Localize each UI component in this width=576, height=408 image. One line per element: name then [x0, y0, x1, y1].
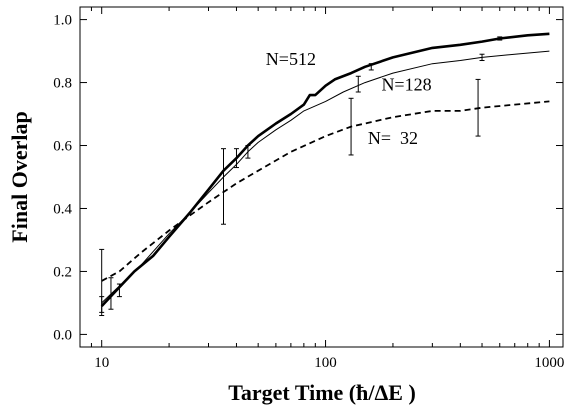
- annotation-layer: N=512 N=128 N= 32: [266, 49, 432, 148]
- x-axis-title: Target Time (ħ/ΔE ): [228, 380, 416, 405]
- x-tick-label: 10: [94, 355, 109, 371]
- tick-layer: 10 100 1000 0.0 0.2 0.4 0.6 0.8 1.0: [53, 7, 564, 371]
- y-tick-label: 0.2: [53, 264, 72, 280]
- series-line-1: [100, 32, 550, 307]
- y-tick-label: 0.8: [53, 76, 72, 92]
- series-annotation: N= 32: [368, 128, 418, 148]
- series-annotation: N=128: [381, 74, 431, 94]
- y-tick-label: 0.6: [53, 139, 72, 155]
- x-tick-label: 100: [314, 355, 337, 371]
- series-line-2: [101, 50, 550, 304]
- series-annotation: N=512: [266, 49, 316, 69]
- x-tick-label: 1000: [534, 355, 564, 371]
- y-tick-label: 0.0: [53, 327, 72, 343]
- plot-frame: [79, 6, 564, 348]
- y-tick-label: 0.4: [53, 201, 72, 217]
- y-tick-label: 1.0: [53, 13, 72, 29]
- errorbar-layer: [99, 36, 503, 317]
- series-line-3: [101, 100, 550, 282]
- y-axis-title: Final Overlap: [7, 111, 32, 242]
- series-layer: [100, 32, 550, 307]
